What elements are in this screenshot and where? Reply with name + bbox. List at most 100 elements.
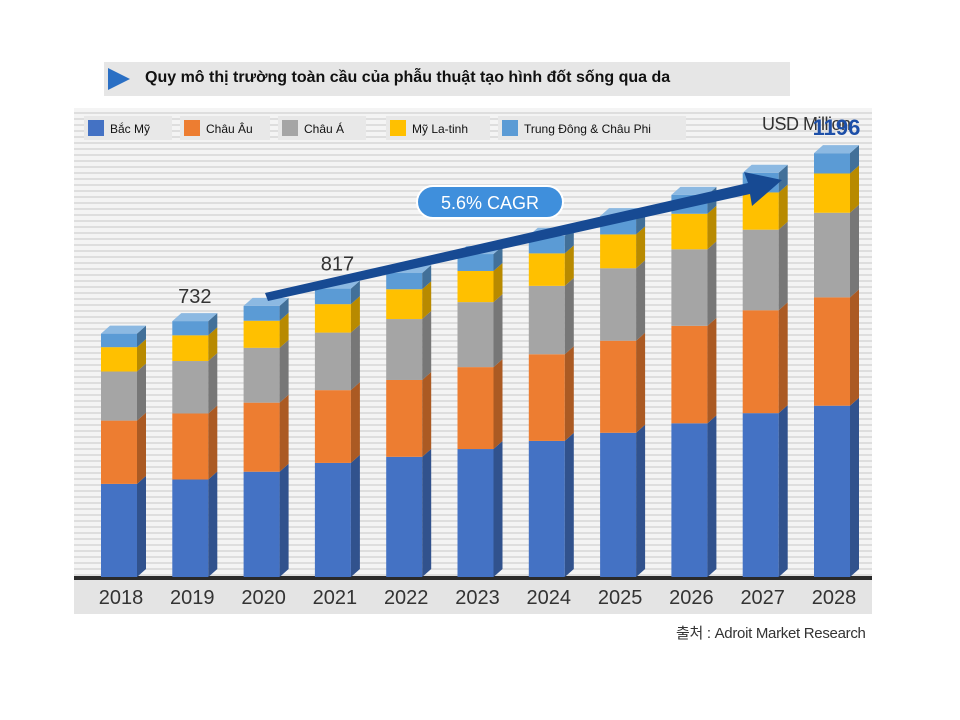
bar-2021-segment-0: [314, 462, 351, 577]
bar-2023-segment-3-side: [493, 262, 503, 303]
bar-2022-segment-0: [386, 456, 423, 577]
x-tick-label: 2028: [812, 587, 857, 609]
bar-2018-segment-0-side: [137, 475, 146, 577]
bar-2025-segment-2-side: [636, 260, 646, 341]
bar-2020-segment-4: [243, 305, 280, 321]
bar-2023-segment-2-side: [493, 294, 503, 368]
bar-2020-segment-4-side: [279, 297, 289, 321]
bar-2021-segment-0-side: [350, 454, 360, 577]
bar-2023-segment-3: [457, 270, 494, 303]
bar-2018-top: [101, 325, 146, 334]
bar-2026-segment-2: [671, 249, 708, 326]
bar-2023-segment-4-side: [493, 246, 503, 271]
data-label-2021: 817: [321, 254, 354, 276]
bar-2028-segment-0: [814, 405, 850, 577]
legend-swatch: [502, 120, 518, 136]
x-tick-label: 2026: [669, 587, 714, 609]
x-tick-label: 2018: [99, 587, 144, 609]
bar-2022-segment-2: [386, 319, 423, 380]
bar-2024-segment-3-side: [564, 245, 574, 286]
source-note: 출처 : Adroit Market Research: [676, 625, 866, 642]
x-tick-label: 2023: [455, 587, 500, 609]
bar-2019-segment-0-side: [208, 471, 218, 577]
bar-2024-segment-1: [528, 354, 565, 441]
bar-2026-segment-3: [671, 213, 708, 250]
bar-2021-segment-1: [314, 390, 351, 463]
bar-2027-segment-1-side: [778, 302, 788, 414]
bar-2021-segment-4-side: [350, 280, 360, 305]
legend-label: Bắc Mỹ: [110, 122, 151, 136]
bar-2019-segment-0: [172, 479, 209, 577]
x-tick-label: 2020: [241, 587, 286, 609]
cagr-label: 5.6% CAGR: [441, 193, 539, 213]
chart-title: Quy mô thị trường toàn cầu của phẫu thuậ…: [145, 69, 671, 86]
bar-2025-segment-0-side: [636, 424, 646, 577]
bar-2018-segment-4-side: [137, 325, 146, 348]
bar-2028-segment-3: [814, 173, 850, 213]
x-tick-label: 2021: [313, 587, 358, 609]
bar-2024-segment-0: [528, 440, 565, 577]
bar-2020-segment-3-side: [279, 312, 289, 348]
bar-2028-segment-2: [814, 212, 850, 298]
bar-2027-top: [742, 164, 788, 173]
bar-2018-segment-3-side: [137, 339, 146, 372]
bar-2026-segment-2-side: [707, 241, 717, 326]
bar-2025-segment-0: [600, 432, 637, 577]
bar-2027-segment-3-side: [778, 184, 788, 230]
bar-2028-segment-2-side: [850, 204, 859, 298]
bar-2020-segment-0: [243, 471, 280, 577]
legend-item-middle-east-africa: Trung Đông & Châu Phi: [498, 116, 686, 140]
bar-2026-segment-0: [671, 423, 708, 577]
legend-swatch: [184, 120, 200, 136]
data-label-2019: 732: [178, 286, 211, 308]
bar-2027-segment-1: [742, 310, 779, 414]
bar-2019-segment-4-side: [208, 313, 218, 336]
cagr-arrow: [265, 172, 782, 301]
bar-2018-segment-4: [101, 333, 137, 348]
bar-2021-segment-2: [314, 332, 351, 391]
bar-2020-segment-2-side: [279, 339, 289, 403]
cagr-badge: [416, 185, 564, 219]
bar-2025-segment-3-side: [636, 226, 646, 269]
bar-2027-segment-2: [742, 229, 779, 311]
bar-2022-segment-4: [386, 273, 423, 290]
legend-label: Châu Á: [304, 122, 345, 136]
bar-2025-segment-1-side: [636, 332, 646, 433]
bar-2023-segment-0-side: [493, 441, 503, 577]
bar-2027-segment-0: [742, 413, 779, 577]
x-axis-baseline: [74, 576, 872, 580]
bar-2021-segment-3: [314, 304, 351, 333]
bar-2024-segment-3: [528, 253, 565, 286]
x-tick-label: 2027: [740, 587, 785, 609]
bar-2027-segment-0-side: [778, 405, 788, 577]
bar-2022-segment-3-side: [422, 281, 432, 320]
bar-2021-segment-1-side: [350, 382, 360, 463]
bar-2026-segment-1-side: [707, 317, 717, 424]
legend-item-europe: Châu Âu: [180, 116, 270, 140]
bar-2021-segment-4: [314, 288, 351, 305]
bar-2020-top: [243, 297, 289, 306]
bar-2019-segment-3: [172, 335, 209, 362]
bar-2025-segment-2: [600, 268, 637, 341]
x-tick-label: 2019: [170, 587, 215, 609]
bar-2023-segment-2: [457, 302, 494, 368]
legend-swatch: [390, 120, 406, 136]
bar-2018-segment-1-side: [137, 412, 146, 484]
data-label-2028: 1196: [813, 115, 861, 140]
bar-2028-segment-4: [814, 153, 850, 174]
bar-2023-segment-4: [457, 254, 494, 271]
legend-item-asia: Châu Á: [278, 116, 366, 140]
bar-2027-segment-2-side: [778, 221, 788, 311]
bar-2028-segment-1-side: [850, 289, 859, 406]
bar-2019-segment-3-side: [208, 327, 218, 362]
bar-2020-segment-1-side: [279, 394, 289, 472]
bar-2027-segment-4-side: [778, 164, 788, 193]
x-tick-label: 2024: [527, 587, 572, 609]
bar-2024-segment-0-side: [564, 432, 574, 577]
bar-2024-segment-1-side: [564, 346, 574, 441]
legend-label: Mỹ La-tinh: [412, 122, 469, 136]
bar-2028-segment-3-side: [850, 165, 859, 213]
bar-2022-segment-0-side: [422, 448, 432, 577]
bar-2018-segment-2: [101, 371, 137, 421]
